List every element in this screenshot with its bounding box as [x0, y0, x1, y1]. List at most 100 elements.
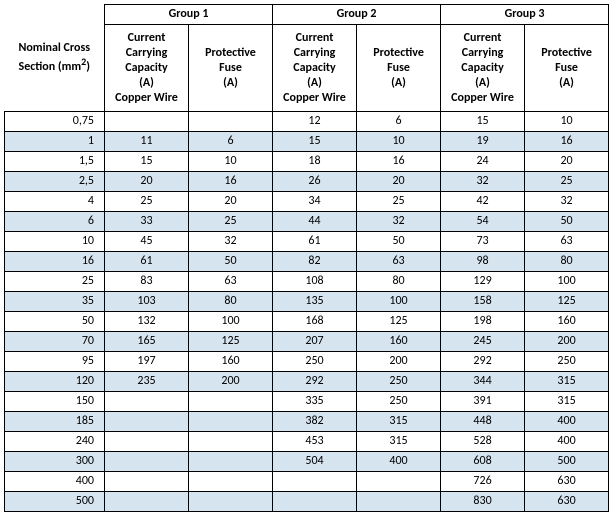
cell-g2_fuse	[357, 492, 441, 512]
cell-g1_capacity	[105, 432, 189, 452]
row-label: 50	[5, 312, 105, 332]
cell-g3_capacity: 198	[441, 312, 525, 332]
cell-g3_capacity: 158	[441, 292, 525, 312]
row-label: 16	[5, 252, 105, 272]
cell-g3_fuse: 630	[525, 472, 609, 492]
cell-g2_capacity: 82	[273, 252, 357, 272]
table-row: 150335250391315	[5, 392, 609, 412]
cell-g3_capacity: 54	[441, 212, 525, 232]
table-row: 300504400608500	[5, 452, 609, 472]
group-header-2: Group 2	[273, 5, 441, 25]
cell-g2_capacity: 292	[273, 372, 357, 392]
cell-g1_capacity	[105, 112, 189, 132]
table-body: 0,7512615101116151019161,51510181624202,…	[5, 112, 609, 512]
cell-g3_capacity: 528	[441, 432, 525, 452]
row-label: 95	[5, 352, 105, 372]
cell-g1_fuse: 80	[189, 292, 273, 312]
cell-g2_capacity: 207	[273, 332, 357, 352]
cell-g2_capacity: 504	[273, 452, 357, 472]
cell-g3_fuse: 630	[525, 492, 609, 512]
cell-g2_fuse: 20	[357, 172, 441, 192]
cell-g1_capacity: 15	[105, 152, 189, 172]
cell-g3_fuse: 200	[525, 332, 609, 352]
cell-g3_capacity: 129	[441, 272, 525, 292]
cell-g1_fuse	[189, 412, 273, 432]
cell-g1_capacity: 45	[105, 232, 189, 252]
cell-g2_fuse: 50	[357, 232, 441, 252]
group-header-1: Group 1	[105, 5, 273, 25]
table-row: 185382315448400	[5, 412, 609, 432]
cell-g2_fuse: 200	[357, 352, 441, 372]
row-label: 35	[5, 292, 105, 312]
cell-g1_capacity	[105, 472, 189, 492]
cell-g2_fuse: 400	[357, 452, 441, 472]
cell-g3_fuse: 160	[525, 312, 609, 332]
cell-g1_fuse: 160	[189, 352, 273, 372]
cell-g1_capacity: 33	[105, 212, 189, 232]
row-label: 6	[5, 212, 105, 232]
cell-g3_capacity: 15	[441, 112, 525, 132]
cell-g2_capacity: 61	[273, 232, 357, 252]
cell-g3_fuse: 400	[525, 432, 609, 452]
cell-g1_fuse: 100	[189, 312, 273, 332]
cell-g2_capacity	[273, 492, 357, 512]
cell-g1_capacity: 25	[105, 192, 189, 212]
row-label: 10	[5, 232, 105, 252]
row-header-close: )	[86, 60, 90, 74]
cell-g1_fuse: 16	[189, 172, 273, 192]
cell-g2_capacity	[273, 472, 357, 492]
cell-g3_fuse: 100	[525, 272, 609, 292]
cell-g1_capacity	[105, 452, 189, 472]
cell-g1_fuse	[189, 492, 273, 512]
cell-g2_capacity: 453	[273, 432, 357, 452]
row-label: 1	[5, 132, 105, 152]
cell-g1_capacity	[105, 492, 189, 512]
cell-g3_capacity: 24	[441, 152, 525, 172]
cell-g1_fuse: 125	[189, 332, 273, 352]
table-row: 95197160250200292250	[5, 352, 609, 372]
cell-g1_fuse: 6	[189, 132, 273, 152]
cell-g3_capacity: 608	[441, 452, 525, 472]
cell-g1_capacity: 165	[105, 332, 189, 352]
table-header: Nominal Cross Section (mm2) Group 1 Grou…	[5, 5, 609, 112]
cell-g3_fuse: 315	[525, 372, 609, 392]
cell-g3_capacity: 42	[441, 192, 525, 212]
cell-g2_fuse: 100	[357, 292, 441, 312]
cell-g2_capacity: 250	[273, 352, 357, 372]
cell-g3_capacity: 98	[441, 252, 525, 272]
cell-g2_capacity: 18	[273, 152, 357, 172]
cell-g1_fuse	[189, 452, 273, 472]
row-label: 120	[5, 372, 105, 392]
cell-g2_capacity: 335	[273, 392, 357, 412]
sub-header-g3-capacity: Current Carrying Capacity (A) Copper Wir…	[441, 25, 525, 112]
cell-g2_fuse: 160	[357, 332, 441, 352]
cell-g3_fuse: 16	[525, 132, 609, 152]
cell-g1_fuse: 20	[189, 192, 273, 212]
cell-g1_capacity: 132	[105, 312, 189, 332]
row-header: Nominal Cross Section (mm2)	[5, 5, 105, 112]
table-row: 70165125207160245200	[5, 332, 609, 352]
row-label: 500	[5, 492, 105, 512]
table-row: 120235200292250344315	[5, 372, 609, 392]
table-row: 25836310880129100	[5, 272, 609, 292]
cell-g1_capacity: 83	[105, 272, 189, 292]
cell-g2_fuse: 125	[357, 312, 441, 332]
cell-g2_fuse: 63	[357, 252, 441, 272]
cell-g3_fuse: 20	[525, 152, 609, 172]
cell-g1_capacity: 197	[105, 352, 189, 372]
table-row: 4252034254232	[5, 192, 609, 212]
row-label: 70	[5, 332, 105, 352]
cell-g1_fuse: 10	[189, 152, 273, 172]
cell-g1_capacity: 103	[105, 292, 189, 312]
cell-g3_fuse: 50	[525, 212, 609, 232]
table-row: 111615101916	[5, 132, 609, 152]
row-label: 150	[5, 392, 105, 412]
cell-g3_capacity: 726	[441, 472, 525, 492]
sub-header-g2-capacity: Current Carrying Capacity (A) Copper Wir…	[273, 25, 357, 112]
cell-g1_capacity	[105, 412, 189, 432]
row-header-line2: Section (mm	[19, 60, 82, 74]
row-label: 1,5	[5, 152, 105, 172]
cell-g3_capacity: 344	[441, 372, 525, 392]
sub-header-g1-fuse: Protective Fuse (A)	[189, 25, 273, 112]
cell-g2_capacity: 26	[273, 172, 357, 192]
